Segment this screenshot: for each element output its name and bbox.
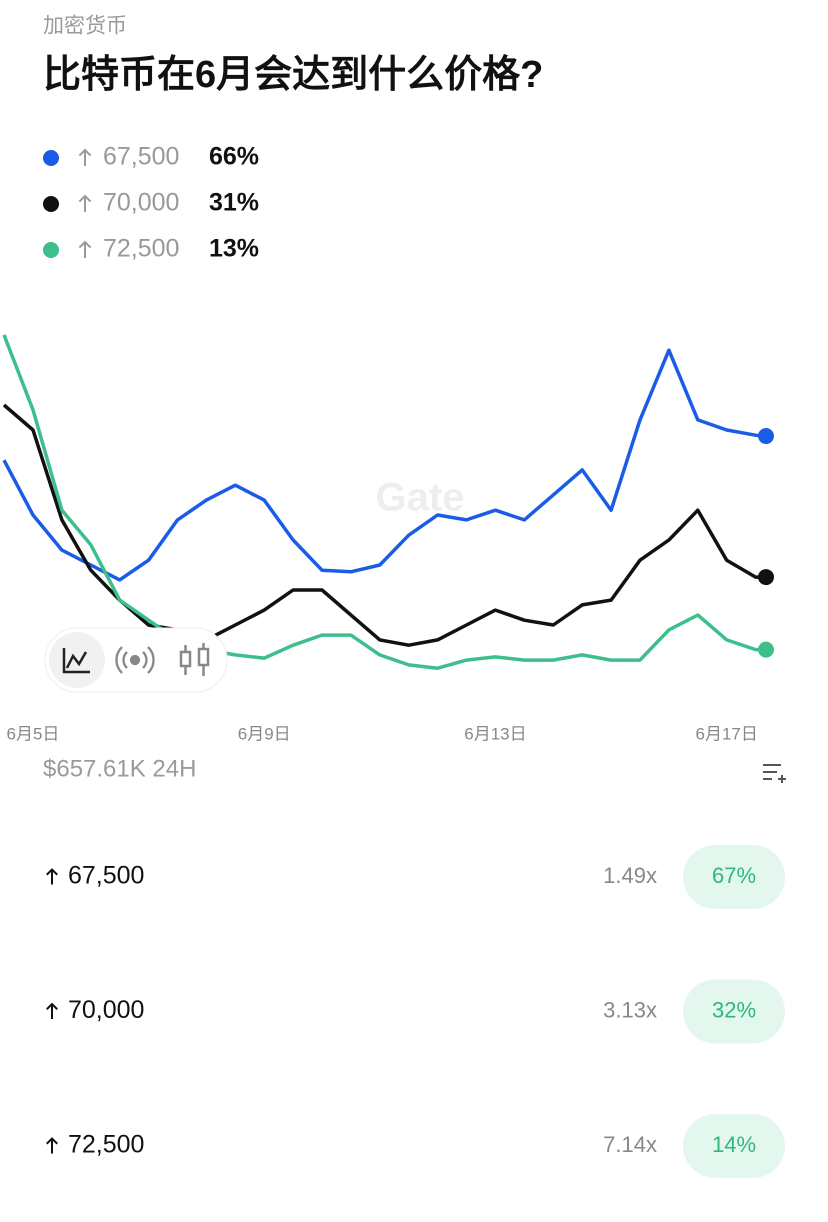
line-chart-icon xyxy=(62,648,90,674)
outcome-chance: 32% xyxy=(712,997,756,1022)
chart-type-toggle xyxy=(44,627,228,693)
x-tick-label: 6月17日 xyxy=(696,724,758,743)
outcome-chance: 67% xyxy=(712,863,756,888)
chance-button[interactable] xyxy=(683,845,785,909)
title: 比特币在6月会达到什么价格? xyxy=(43,54,543,96)
chance-button[interactable] xyxy=(683,1114,785,1178)
plot: Gate 6月5日 6月9日 6月13日 6月17日 xyxy=(2,334,774,743)
legend-dot xyxy=(43,196,59,212)
up-arrow xyxy=(46,1137,58,1154)
end-dot xyxy=(758,569,774,586)
legend-dot xyxy=(43,150,59,166)
candle-chart-button[interactable] xyxy=(179,643,210,676)
live-button[interactable] xyxy=(115,646,155,674)
up-arrow xyxy=(78,148,92,166)
x-tick-label: 6月13日 xyxy=(464,724,526,743)
outcome-payout: 1.49x xyxy=(603,863,657,888)
end-dot xyxy=(758,641,774,658)
up-arrow xyxy=(78,194,92,212)
outcome-chance: 14% xyxy=(712,1132,756,1157)
up-arrow xyxy=(46,868,58,885)
legend-name: 72,500 xyxy=(103,235,179,263)
legend: 67,500 66% 70,000 31% 72,500 13% xyxy=(43,143,259,263)
series-line xyxy=(2,403,766,647)
outcome-name: 67,500 xyxy=(68,862,144,890)
watermark: Gate xyxy=(376,476,465,520)
outcome-row[interactable]: 67,500 1.49x 67% xyxy=(46,845,785,909)
outcome-row[interactable]: 70,000 3.13x 32% xyxy=(46,979,785,1044)
legend-value: 13% xyxy=(209,235,259,263)
legend-dot xyxy=(43,242,59,258)
up-arrow xyxy=(46,1002,58,1019)
legend-value: 31% xyxy=(209,189,259,217)
series-line xyxy=(2,334,766,670)
legend-value: 66% xyxy=(209,143,259,171)
x-tick-label: 6月5日 xyxy=(6,724,59,743)
volume: $657.61K 24H xyxy=(43,755,196,782)
end-dot xyxy=(758,428,774,445)
chance-button[interactable] xyxy=(683,979,785,1044)
legend-name: 70,000 xyxy=(103,189,179,217)
outcome-payout: 3.13x xyxy=(603,997,657,1022)
outcome-row[interactable]: 72,500 7.14x 14% xyxy=(46,1114,785,1178)
outcome-payout: 7.14x xyxy=(603,1132,657,1157)
series-line xyxy=(2,348,767,582)
category: 加密货币 xyxy=(43,15,127,38)
x-tick-label: 6月9日 xyxy=(238,724,291,743)
outcome-name: 70,000 xyxy=(68,996,144,1024)
up-arrow xyxy=(78,240,92,258)
legend-name: 67,500 xyxy=(103,143,179,171)
outcome-list: 67,500 1.49x 67% 70,000 3.13x 32% 72,500 7.14x 1… xyxy=(46,845,785,1178)
outcome-name: 72,500 xyxy=(68,1131,144,1159)
sort-button[interactable] xyxy=(763,764,786,783)
